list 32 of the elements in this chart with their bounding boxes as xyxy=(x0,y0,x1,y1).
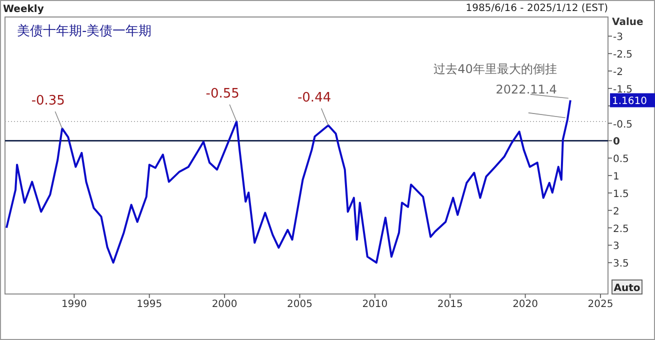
y-tick-label: 2.5 xyxy=(613,224,629,235)
annotation: -0.55 xyxy=(206,86,240,102)
x-tick-label: 2010 xyxy=(362,299,388,310)
y-tick-label: -2.5 xyxy=(613,50,633,61)
y-tick-label: 3.5 xyxy=(613,258,629,270)
x-tick-label: 2005 xyxy=(287,299,312,310)
annotation: 2022.11.4 xyxy=(496,82,557,96)
y-tick-label: 1.5 xyxy=(613,188,629,200)
text: Weekly xyxy=(3,4,44,15)
text: Auto xyxy=(614,283,640,294)
x-tick-label: 2015 xyxy=(437,299,463,310)
text: 1.1610 xyxy=(612,96,647,108)
x-tick-label: 1990 xyxy=(61,299,87,310)
y-tick-label: -2 xyxy=(613,67,623,78)
y-tick-label: -1.5 xyxy=(613,84,633,96)
y-axis-title: Value xyxy=(612,17,644,28)
text: 美债十年期-美债一年期 xyxy=(17,23,152,39)
y-tick-label: 3 xyxy=(613,241,620,252)
x-tick-label: 2025 xyxy=(588,299,614,310)
y-tick-label: 2 xyxy=(613,206,620,218)
y-tick-label: -0.5 xyxy=(613,119,633,130)
x-tick-label: 2000 xyxy=(212,299,238,310)
y-tick-label: 0 xyxy=(613,136,620,148)
annotation: -0.35 xyxy=(31,93,65,108)
x-tick-label: 2020 xyxy=(512,299,538,310)
x-tick-label: 1995 xyxy=(136,299,162,310)
annotation: -0.44 xyxy=(297,90,332,106)
y-tick-label: 1 xyxy=(613,172,620,183)
text: 1985/6/16 - 2025/1/12 (EST) xyxy=(466,3,608,14)
y-tick-label: -3 xyxy=(613,32,623,44)
y-tick-label: 0.5 xyxy=(613,154,629,166)
annotation: 过去40年里最大的倒挂 xyxy=(434,62,557,76)
